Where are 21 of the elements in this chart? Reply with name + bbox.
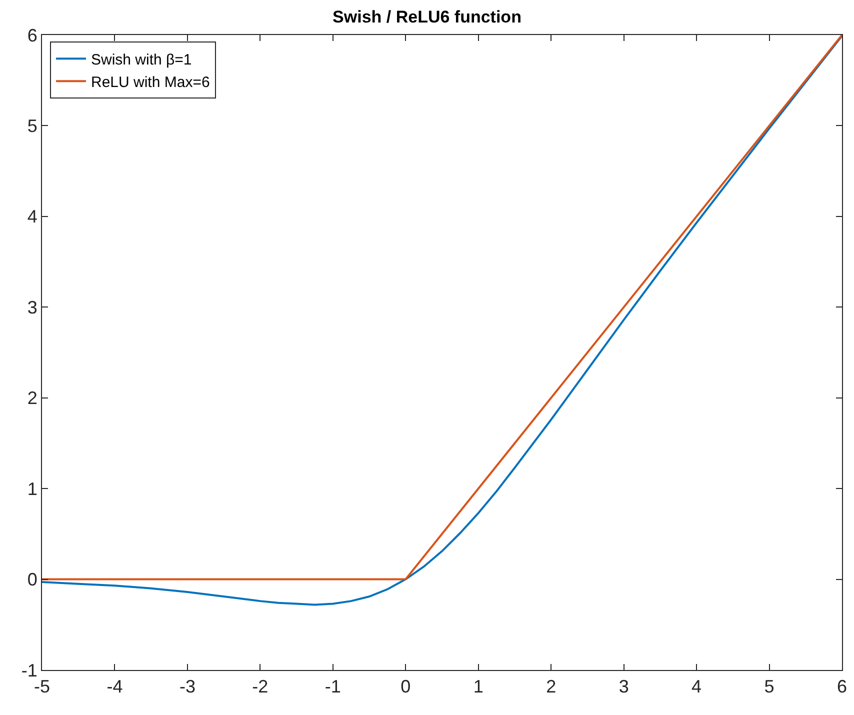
y-tick-label: 1 — [27, 478, 38, 499]
x-tick-label: 4 — [692, 676, 702, 697]
legend-label: ReLU with Max=6 — [91, 74, 210, 91]
x-tick-label: 2 — [546, 676, 556, 697]
y-tick-label: 5 — [27, 116, 38, 136]
chart-title: Swish / ReLU6 function — [332, 8, 522, 27]
x-tick-label: 6 — [836, 676, 848, 697]
legend-label: Swish with β=1 — [91, 51, 192, 68]
x-tick-label: -1 — [324, 676, 341, 697]
x-tick-label: -3 — [179, 676, 196, 697]
x-tick-label: 3 — [618, 676, 629, 697]
x-tick-label: -2 — [252, 676, 268, 697]
y-tick-label: 0 — [27, 570, 38, 590]
y-tick-label: 3 — [27, 297, 38, 318]
y-tick-label: 2 — [27, 388, 38, 408]
x-tick-label: 5 — [764, 676, 774, 697]
y-tick-label: 6 — [27, 25, 38, 46]
x-tick-label: 0 — [400, 676, 411, 697]
x-tick-label: 1 — [473, 676, 484, 697]
x-tick-label: -4 — [106, 676, 123, 697]
y-tick-label: 4 — [27, 206, 38, 227]
